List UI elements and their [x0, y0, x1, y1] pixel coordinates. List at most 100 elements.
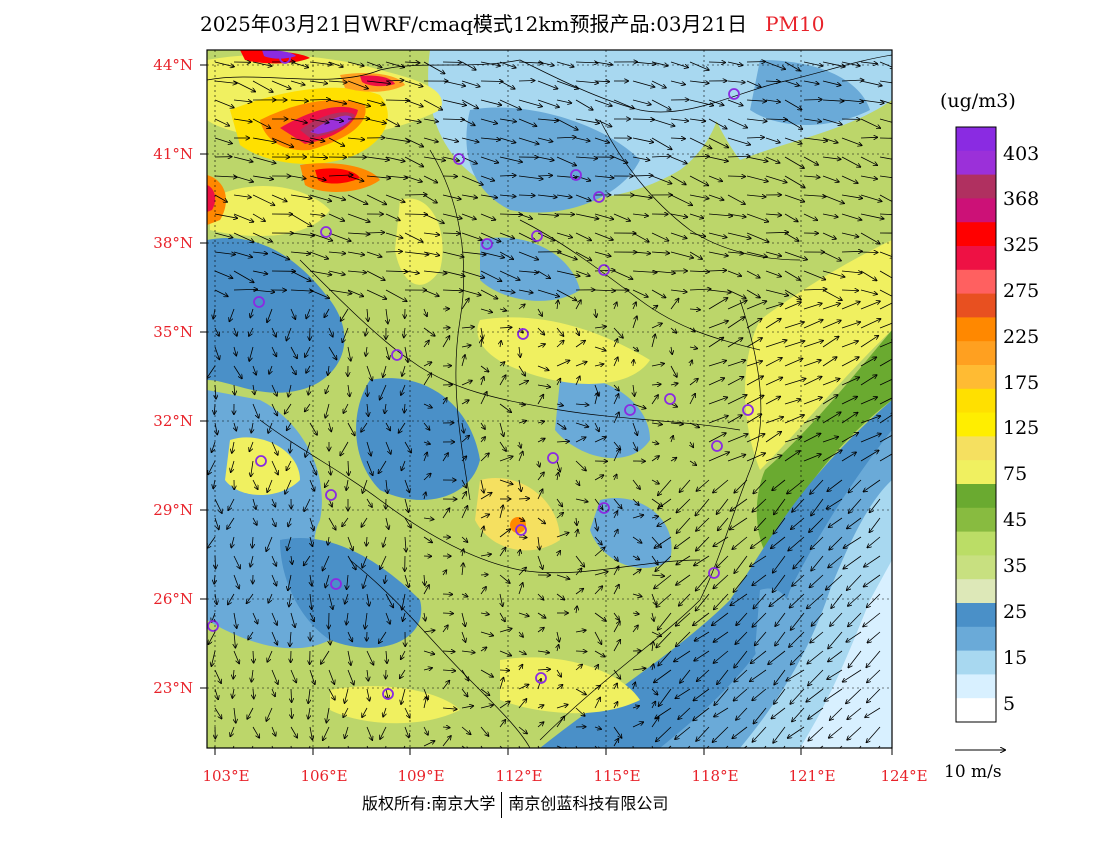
colorbar-swatch	[956, 246, 996, 271]
wind-vector	[632, 271, 657, 273]
wind-vector	[594, 536, 602, 545]
wind-vector	[689, 460, 696, 465]
wind-vector	[828, 631, 843, 649]
wind-vector	[234, 327, 237, 336]
wind-vector	[366, 176, 390, 178]
wind-vector	[366, 80, 390, 84]
wind-vector	[841, 271, 862, 273]
wind-vector	[557, 473, 558, 481]
wind-vector	[771, 536, 786, 548]
wind-vector	[879, 214, 892, 215]
colorbar-label: 5	[1003, 693, 1015, 715]
wind-vector	[594, 251, 611, 256]
wind-vector	[810, 479, 824, 494]
wind-vector	[309, 61, 332, 65]
wind-vector	[765, 378, 782, 386]
wind-vector	[347, 99, 370, 106]
wind-vector	[461, 232, 482, 240]
wind-vector	[689, 61, 709, 70]
wind-vector	[831, 593, 843, 608]
wind-vector	[325, 403, 330, 418]
wind-vector	[689, 289, 711, 290]
wind-vector	[252, 612, 258, 624]
wind-vector	[214, 251, 235, 255]
wind-vector	[306, 308, 311, 318]
colorbar-swatch	[956, 603, 996, 628]
wind-vector	[708, 397, 727, 405]
wind-vector	[366, 61, 382, 67]
wind-vector	[860, 336, 878, 348]
wind-vector	[537, 385, 550, 387]
wind-vector	[518, 583, 523, 595]
colorbar-swatch	[956, 626, 996, 652]
wind-vector	[822, 379, 840, 386]
wind-vector	[775, 612, 786, 626]
wind-vector	[233, 118, 252, 122]
wind-vector	[442, 270, 465, 276]
wind-vector	[727, 213, 746, 217]
wind-vector	[658, 479, 672, 495]
wind-vector	[537, 308, 542, 316]
wind-vector	[461, 270, 484, 278]
wind-vector	[689, 347, 697, 349]
wind-vector	[499, 362, 505, 366]
wind-vector	[727, 156, 750, 157]
wind-vector	[727, 360, 745, 367]
wind-vector	[841, 377, 859, 386]
wind-vector	[822, 357, 837, 367]
wind-vector	[266, 536, 273, 551]
wind-vector	[348, 384, 350, 396]
wind-vector	[575, 213, 599, 219]
wind-vector	[841, 194, 862, 198]
wind-vector	[342, 517, 349, 526]
wind-vector	[252, 156, 276, 163]
wind-vector	[556, 289, 576, 300]
wind-vector	[575, 81, 598, 83]
wind-vector	[442, 251, 464, 257]
wind-vector	[518, 498, 529, 499]
wind-vector	[765, 304, 783, 310]
wind-vector	[385, 232, 403, 238]
wind-vector	[594, 327, 606, 329]
wind-vector	[727, 377, 744, 386]
wind-vector	[863, 612, 881, 627]
lat-label: 23°N	[153, 679, 193, 697]
wind-vector	[404, 479, 410, 492]
wind-vector	[271, 460, 278, 475]
wind-vector	[267, 479, 273, 492]
wind-vector	[348, 460, 349, 475]
wind-vector	[233, 365, 242, 378]
wind-vector	[305, 441, 311, 457]
title-variable: PM10	[765, 12, 825, 36]
wind-vector	[328, 346, 337, 360]
wind-vector	[367, 403, 368, 416]
wind-vector	[803, 434, 821, 443]
wind-vector	[822, 450, 842, 462]
wind-vector	[870, 498, 881, 512]
wind-vector	[328, 252, 345, 254]
wind-vector	[248, 631, 254, 640]
wind-vector	[252, 270, 267, 274]
wind-vector	[860, 357, 876, 367]
lon-label: 106°E	[300, 767, 347, 785]
wind-vector	[689, 99, 713, 106]
wind-vector	[575, 568, 582, 576]
wind-vector	[671, 346, 672, 354]
wind-vector	[499, 629, 512, 633]
colorbar-swatch	[956, 341, 996, 366]
wind-vector	[746, 80, 761, 87]
wind-vector	[386, 308, 388, 324]
wind-vector	[499, 309, 506, 311]
wind-vector	[632, 441, 637, 451]
wind-vector	[404, 80, 423, 87]
wind-vector	[231, 460, 235, 472]
wind-vector	[860, 118, 880, 128]
wind-vector	[404, 346, 408, 362]
wind-vector	[287, 422, 292, 430]
wind-vector	[713, 574, 729, 588]
wind-vector	[613, 412, 619, 424]
wind-vector	[727, 194, 745, 204]
colorbar-swatch	[956, 127, 996, 152]
wind-vector	[860, 289, 877, 294]
wind-vector	[772, 574, 786, 592]
